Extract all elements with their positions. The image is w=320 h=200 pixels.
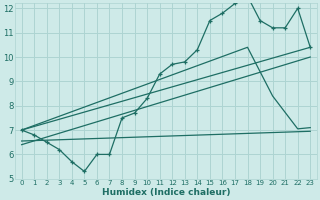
X-axis label: Humidex (Indice chaleur): Humidex (Indice chaleur) bbox=[102, 188, 230, 197]
